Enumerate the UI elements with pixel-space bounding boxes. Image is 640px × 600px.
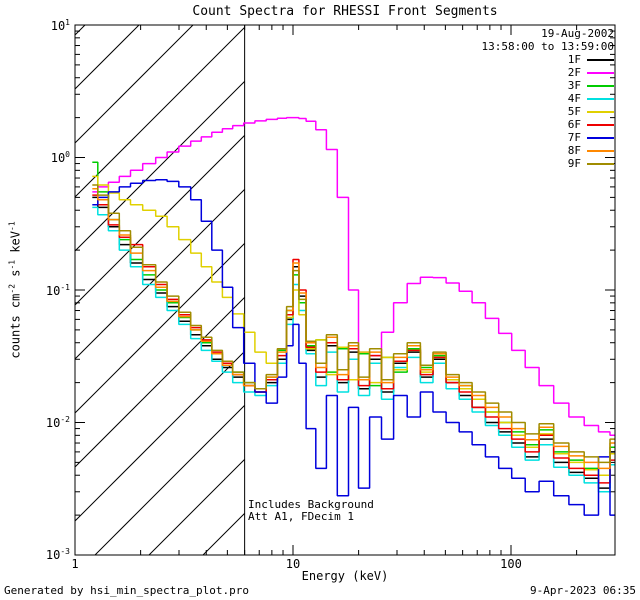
legend-date: 19-Aug-2002	[541, 27, 614, 40]
legend-entry-3f: 3F	[482, 79, 614, 92]
legend-entry-9f: 9F	[482, 157, 614, 170]
legend-line-swatch	[587, 58, 614, 61]
legend-line-swatch	[587, 84, 614, 87]
generated-by-text: Generated by hsi_min_spectra_plot.pro	[4, 584, 250, 597]
legend-entry-5f: 5F	[482, 105, 614, 118]
legend-time: 13:58:00 to 13:59:00	[481, 40, 614, 53]
y-tick-label: 100	[50, 150, 70, 165]
legend-line-swatch	[587, 123, 614, 126]
annotation-includes-background: Includes Background	[248, 498, 374, 511]
legend-label: 4F	[567, 92, 581, 105]
legend-label: 3F	[567, 79, 581, 92]
legend-entry-8f: 8F	[482, 144, 614, 157]
legend-label: 5F	[567, 105, 581, 118]
legend-entry-7f: 7F	[482, 131, 614, 144]
render-timestamp: 9-Apr-2023 06:35	[530, 584, 636, 597]
x-tick-label: 1	[71, 557, 79, 571]
legend-entry-1f: 1F	[482, 53, 614, 66]
y-tick-label: 10-2	[45, 415, 70, 430]
legend-entry-2f: 2F	[482, 66, 614, 79]
legend-line-swatch	[587, 149, 614, 152]
legend-line-swatch	[587, 97, 614, 100]
legend: 19-Aug-2002 13:58:00 to 13:59:00 1F 2F 3…	[482, 27, 614, 170]
x-axis-label: Energy (keV)	[301, 569, 389, 583]
y-tick-label: 10-1	[45, 283, 70, 298]
legend-label: 9F	[567, 157, 581, 170]
annotation-attenuator-state: Att A1, FDecim 1	[248, 510, 354, 523]
x-tick-label: 10	[285, 557, 301, 571]
legend-line-swatch	[587, 71, 614, 74]
legend-entry-4f: 4F	[482, 92, 614, 105]
legend-label: 7F	[567, 131, 581, 144]
y-tick-label: 10-3	[45, 547, 70, 562]
legend-line-swatch	[587, 110, 614, 113]
chart-title: Count Spectra for RHESSI Front Segments	[192, 4, 498, 19]
legend-label: 1F	[567, 53, 581, 66]
legend-label: 6F	[567, 118, 581, 131]
legend-label: 2F	[567, 66, 581, 79]
x-tick-label: 100	[500, 557, 522, 571]
legend-label: 8F	[567, 144, 581, 157]
legend-line-swatch	[587, 162, 614, 165]
legend-entry-6f: 6F	[482, 118, 614, 131]
y-tick-label: 101	[50, 18, 70, 33]
legend-line-swatch	[587, 136, 614, 139]
